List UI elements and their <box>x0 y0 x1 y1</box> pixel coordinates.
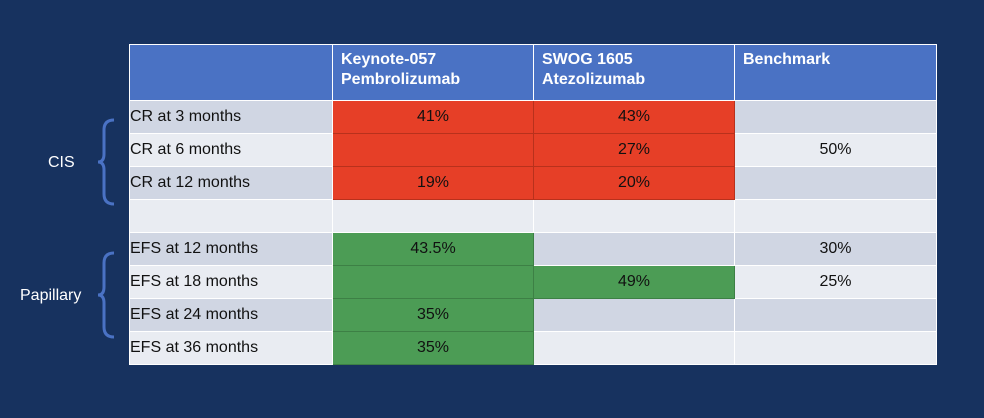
keynote-cell <box>332 265 534 299</box>
table-row <box>129 199 937 233</box>
row-label: CR at 6 months <box>129 133 333 167</box>
table-row: EFS at 18 months 49% 25% <box>129 265 937 299</box>
header-swog-drug: Atezolizumab <box>542 71 646 88</box>
header-keynote: Keynote-057 Pembrolizumab <box>332 44 534 101</box>
keynote-cell <box>332 199 534 233</box>
swog-cell: 43% <box>533 100 735 134</box>
table-row: CR at 6 months 27% 50% <box>129 133 937 167</box>
header-swog: SWOG 1605 Atezolizumab <box>533 44 735 101</box>
cis-brace-icon <box>97 118 115 206</box>
row-label: EFS at 18 months <box>129 265 333 299</box>
keynote-cell: 41% <box>332 100 534 134</box>
keynote-cell: 19% <box>332 166 534 200</box>
keynote-cell: 35% <box>332 298 534 332</box>
swog-cell: 27% <box>533 133 735 167</box>
table-row: EFS at 12 months 43.5% 30% <box>129 232 937 266</box>
header-empty <box>129 44 333 101</box>
row-label: CR at 12 months <box>129 166 333 200</box>
benchmark-cell: 30% <box>734 232 937 266</box>
benchmark-cell: 25% <box>734 265 937 299</box>
header-benchmark-label: Benchmark <box>743 51 831 68</box>
row-label: EFS at 12 months <box>129 232 333 266</box>
table-row: CR at 3 months 41% 43% <box>129 100 937 134</box>
row-label: EFS at 36 months <box>129 331 333 365</box>
header-row: Keynote-057 Pembrolizumab SWOG 1605 Atez… <box>129 44 937 101</box>
table-row: CR at 12 months 19% 20% <box>129 166 937 200</box>
swog-cell: 20% <box>533 166 735 200</box>
header-benchmark: Benchmark <box>734 44 937 101</box>
benchmark-cell <box>734 298 937 332</box>
keynote-cell <box>332 133 534 167</box>
results-table: Keynote-057 Pembrolizumab SWOG 1605 Atez… <box>129 44 937 365</box>
row-label <box>129 199 333 233</box>
header-keynote-trial: Keynote-057 <box>341 51 437 68</box>
benchmark-cell: 50% <box>734 133 937 167</box>
group-label-cis: CIS <box>48 154 75 171</box>
header-swog-trial: SWOG 1605 <box>542 51 633 68</box>
table-row: EFS at 36 months 35% <box>129 331 937 365</box>
swog-cell <box>533 199 735 233</box>
swog-cell <box>533 298 735 332</box>
row-label: CR at 3 months <box>129 100 333 134</box>
group-label-papillary: Papillary <box>20 287 82 304</box>
swog-cell: 49% <box>533 265 735 299</box>
keynote-cell: 43.5% <box>332 232 534 266</box>
papillary-brace-icon <box>97 251 115 339</box>
row-label: EFS at 24 months <box>129 298 333 332</box>
table-row: EFS at 24 months 35% <box>129 298 937 332</box>
swog-cell <box>533 232 735 266</box>
benchmark-cell <box>734 199 937 233</box>
benchmark-cell <box>734 100 937 134</box>
header-keynote-drug: Pembrolizumab <box>341 71 461 88</box>
benchmark-cell <box>734 166 937 200</box>
keynote-cell: 35% <box>332 331 534 365</box>
swog-cell <box>533 331 735 365</box>
benchmark-cell <box>734 331 937 365</box>
